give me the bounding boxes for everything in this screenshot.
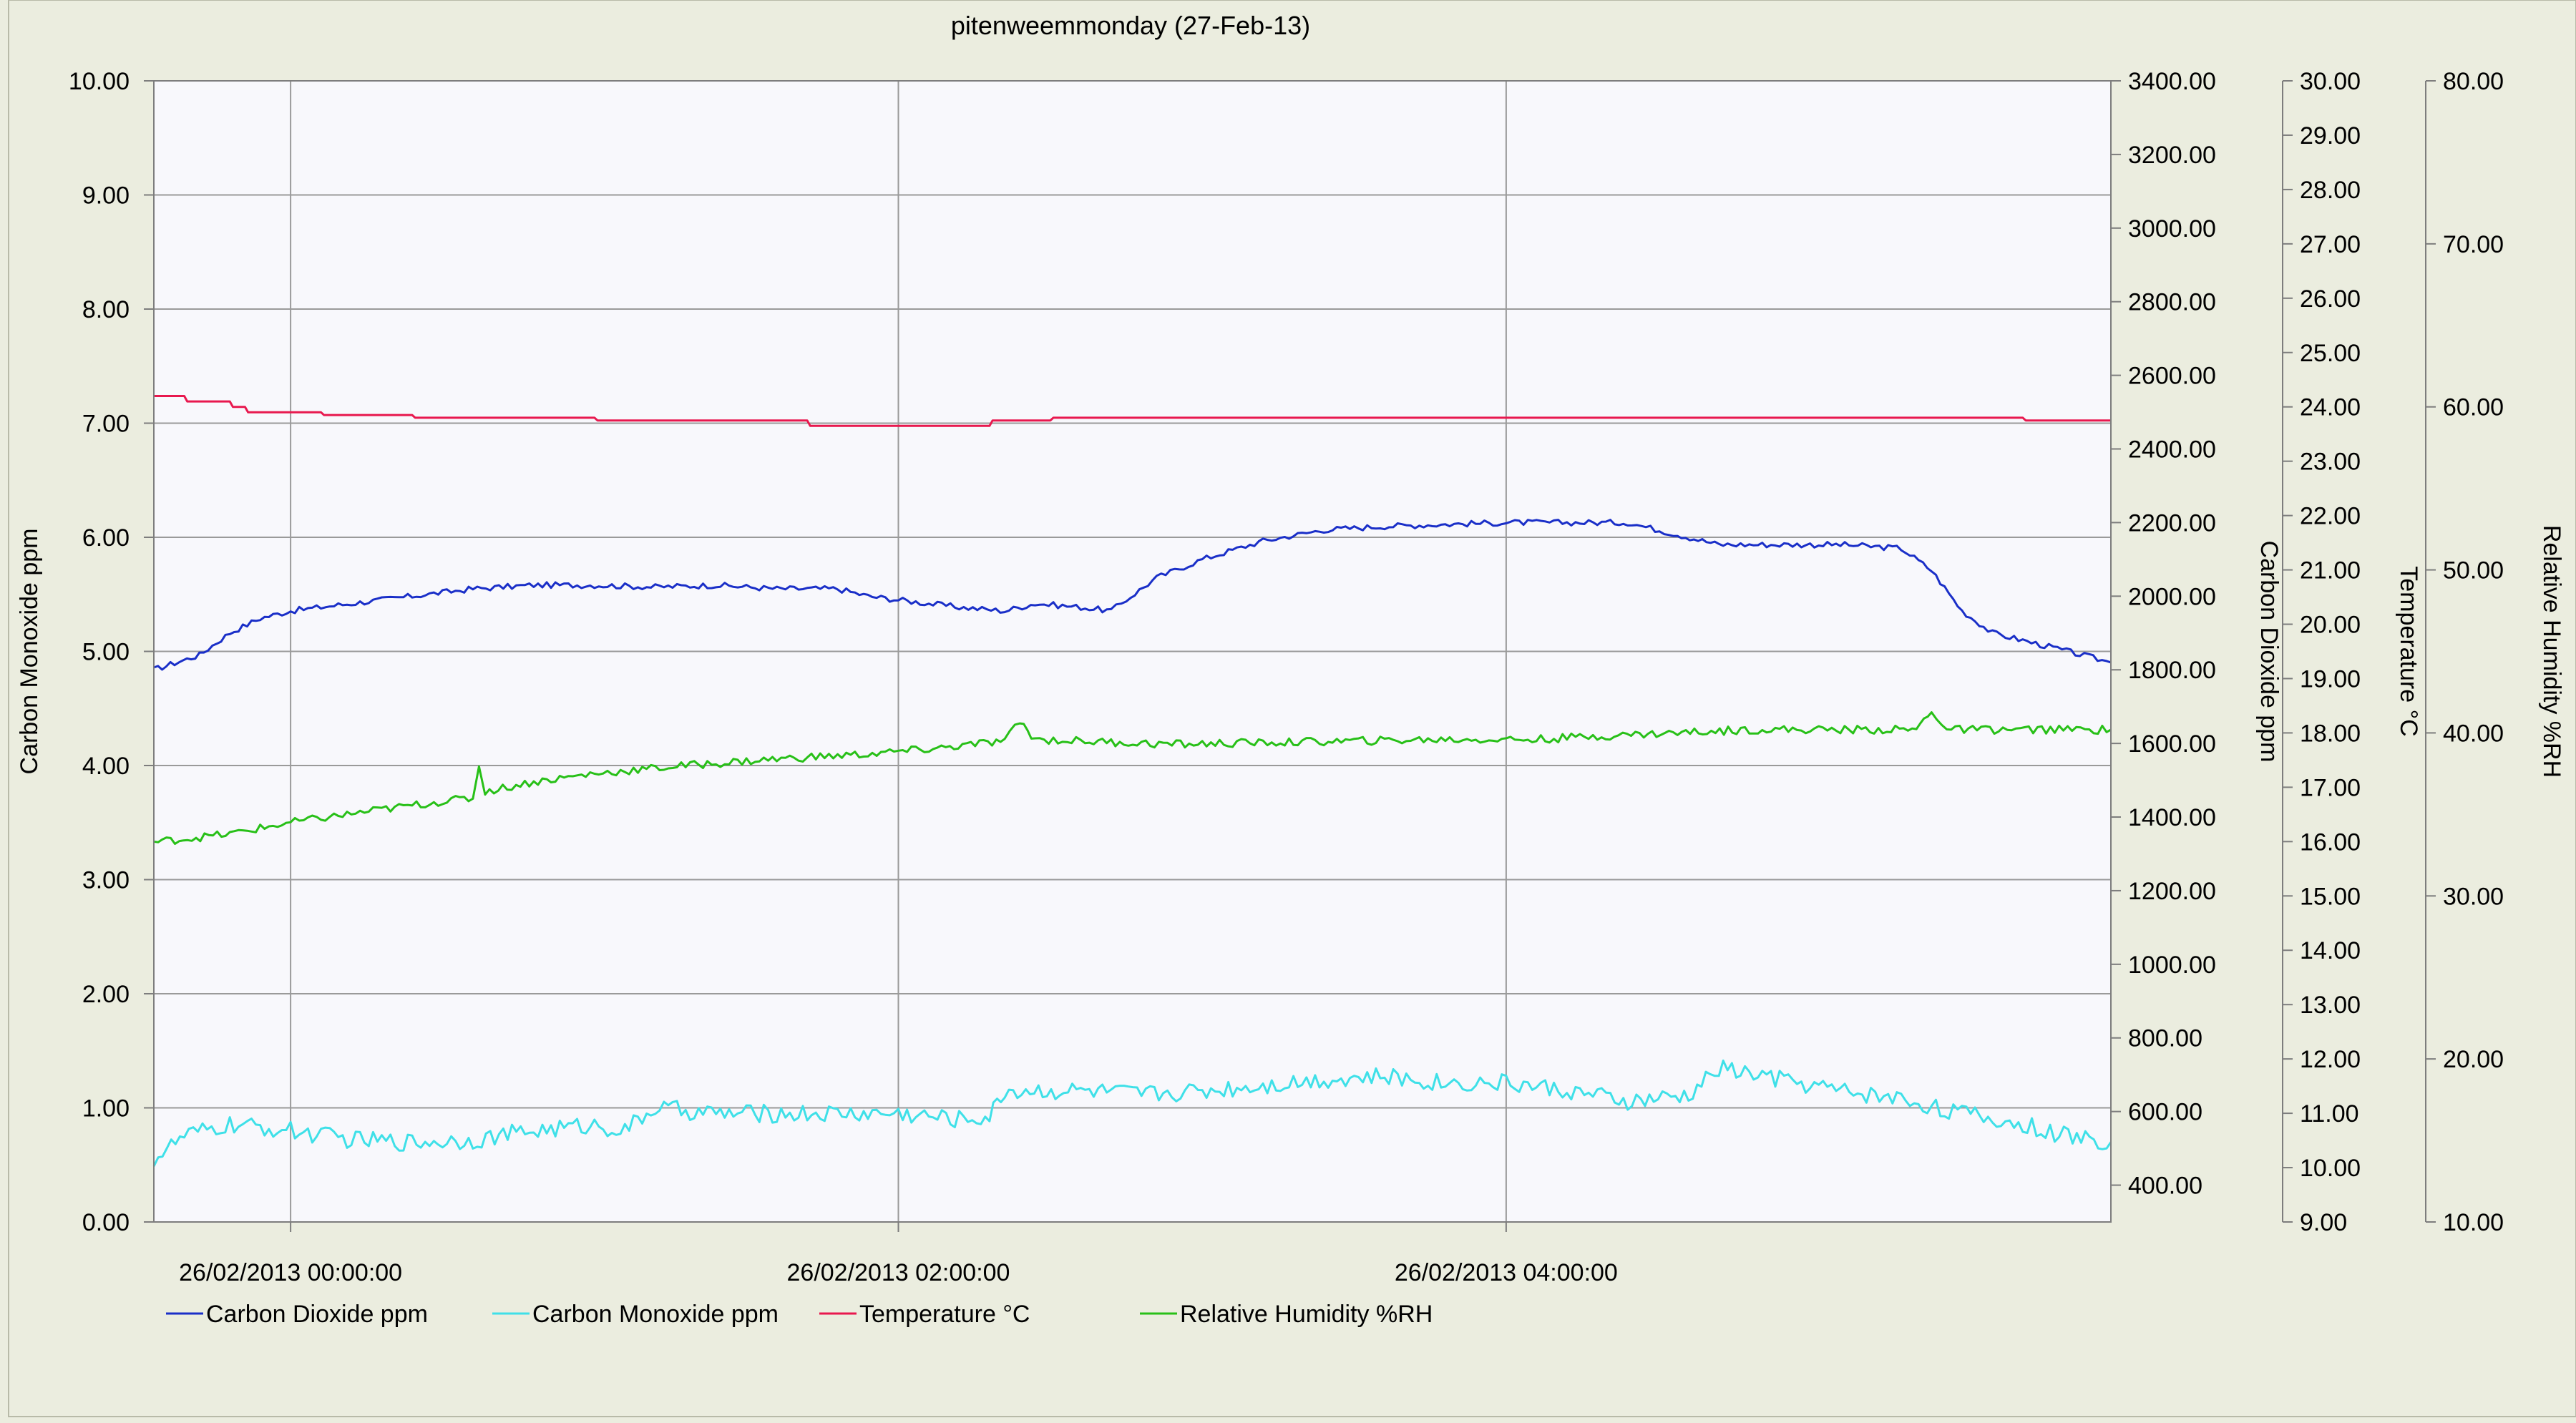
tick-label-temp: 28.00 bbox=[2300, 177, 2361, 204]
series-line-1 bbox=[152, 1060, 2112, 1167]
tick-label-temp: 13.00 bbox=[2300, 992, 2361, 1019]
tick-label-temp: 11.00 bbox=[2300, 1100, 2359, 1128]
tick-label-co2: 2400.00 bbox=[2128, 436, 2216, 464]
tick-label-temp: 29.00 bbox=[2300, 122, 2361, 150]
tick-label-co2: 400.00 bbox=[2128, 1173, 2202, 1200]
tick-label-co2: 1800.00 bbox=[2128, 657, 2216, 684]
tick-label-temp: 9.00 bbox=[2300, 1209, 2347, 1236]
tick-label-co: 9.00 bbox=[82, 182, 130, 210]
series-line-2 bbox=[154, 395, 2111, 427]
tick-label-rh: 20.00 bbox=[2443, 1046, 2504, 1073]
tick-label-temp: 30.00 bbox=[2300, 68, 2361, 95]
tick-label-co: 6.00 bbox=[82, 524, 130, 552]
tick-label-co: 2.00 bbox=[82, 981, 130, 1008]
tick-label-temp: 18.00 bbox=[2300, 720, 2361, 747]
legend-label-2: Temperature °C bbox=[859, 1301, 1030, 1328]
series-line-0 bbox=[153, 519, 2112, 671]
tick-label-rh: 10.00 bbox=[2443, 1209, 2504, 1236]
series-group bbox=[152, 395, 2112, 1167]
tick-label-rh: 70.00 bbox=[2443, 231, 2504, 258]
axes-group: 0.00 1.00 2.00 3.00 4.00 5.00 6.00 7.00 8.00 9.00… bbox=[16, 68, 2565, 1286]
tick-label-temp: 16.00 bbox=[2300, 828, 2361, 856]
tick-label-rh: 50.00 bbox=[2443, 557, 2504, 585]
tick-label-co2: 2000.00 bbox=[2128, 583, 2216, 610]
tick-label-co2: 3400.00 bbox=[2128, 68, 2216, 95]
chart-title: pitenweemmonday (27-Feb-13) bbox=[951, 11, 1310, 40]
tick-label-rh: 40.00 bbox=[2443, 720, 2504, 747]
tick-label-co: 5.00 bbox=[82, 639, 130, 666]
tick-label-co2: 600.00 bbox=[2128, 1099, 2202, 1126]
tick-label-temp: 15.00 bbox=[2300, 883, 2361, 910]
series-line-3 bbox=[153, 711, 2112, 845]
tick-label-co: 4.00 bbox=[82, 753, 130, 780]
tick-label-temp: 27.00 bbox=[2300, 231, 2361, 258]
tick-label-temp: 24.00 bbox=[2300, 394, 2361, 421]
legend: Carbon Dioxide ppm Carbon Monoxide ppm Tem… bbox=[166, 1301, 1433, 1328]
tick-label-temp: 22.00 bbox=[2300, 503, 2361, 530]
tick-label-co2: 2600.00 bbox=[2128, 363, 2216, 390]
x-tick-label: 26/02/2013 02:00:00 bbox=[787, 1259, 1010, 1286]
x-tick-label: 26/02/2013 00:00:00 bbox=[179, 1259, 402, 1286]
tick-label-co2: 1000.00 bbox=[2128, 952, 2216, 979]
tick-label-temp: 23.00 bbox=[2300, 449, 2361, 476]
legend-label-3: Relative Humidity %RH bbox=[1180, 1301, 1433, 1328]
tick-label-temp: 12.00 bbox=[2300, 1046, 2361, 1073]
tick-label-temp: 17.00 bbox=[2300, 774, 2361, 801]
tick-label-co2: 3200.00 bbox=[2128, 142, 2216, 169]
tick-label-co2: 1400.00 bbox=[2128, 804, 2216, 831]
tick-label-temp: 20.00 bbox=[2300, 612, 2361, 639]
axis-title-co2: Carbon Dioxide ppm bbox=[2255, 541, 2283, 763]
tick-label-co: 0.00 bbox=[82, 1209, 130, 1236]
axis-title-co: Carbon Monoxide ppm bbox=[16, 529, 43, 775]
tick-label-co2: 2800.00 bbox=[2128, 289, 2216, 316]
tick-label-co2: 800.00 bbox=[2128, 1025, 2202, 1052]
legend-label-1: Carbon Monoxide ppm bbox=[532, 1301, 779, 1328]
tick-label-temp: 21.00 bbox=[2300, 557, 2361, 585]
tick-label-co: 7.00 bbox=[82, 411, 130, 438]
x-tick-label: 26/02/2013 04:00:00 bbox=[1395, 1259, 1618, 1286]
tick-label-temp: 14.00 bbox=[2300, 937, 2361, 964]
tick-label-co: 3.00 bbox=[82, 867, 130, 894]
tick-label-co2: 2200.00 bbox=[2128, 509, 2216, 537]
tick-label-co2: 3000.00 bbox=[2128, 215, 2216, 243]
tick-label-rh: 80.00 bbox=[2443, 68, 2504, 95]
tick-label-temp: 10.00 bbox=[2300, 1155, 2361, 1182]
tick-label-temp: 25.00 bbox=[2300, 340, 2361, 367]
tick-label-temp: 19.00 bbox=[2300, 665, 2361, 693]
axis-title-rh: Relative Humidity %RH bbox=[2538, 525, 2565, 778]
tick-label-co: 1.00 bbox=[82, 1095, 130, 1123]
tick-label-co: 10.00 bbox=[69, 68, 130, 95]
tick-label-co2: 1600.00 bbox=[2128, 730, 2216, 758]
tick-label-temp: 26.00 bbox=[2300, 285, 2361, 313]
axis-title-temp: Temperature °C bbox=[2395, 566, 2422, 736]
legend-label-0: Carbon Dioxide ppm bbox=[206, 1301, 428, 1328]
tick-label-rh: 60.00 bbox=[2443, 394, 2504, 421]
tick-label-rh: 30.00 bbox=[2443, 883, 2504, 910]
tick-label-co2: 1200.00 bbox=[2128, 878, 2216, 905]
tick-label-co: 8.00 bbox=[82, 296, 130, 323]
